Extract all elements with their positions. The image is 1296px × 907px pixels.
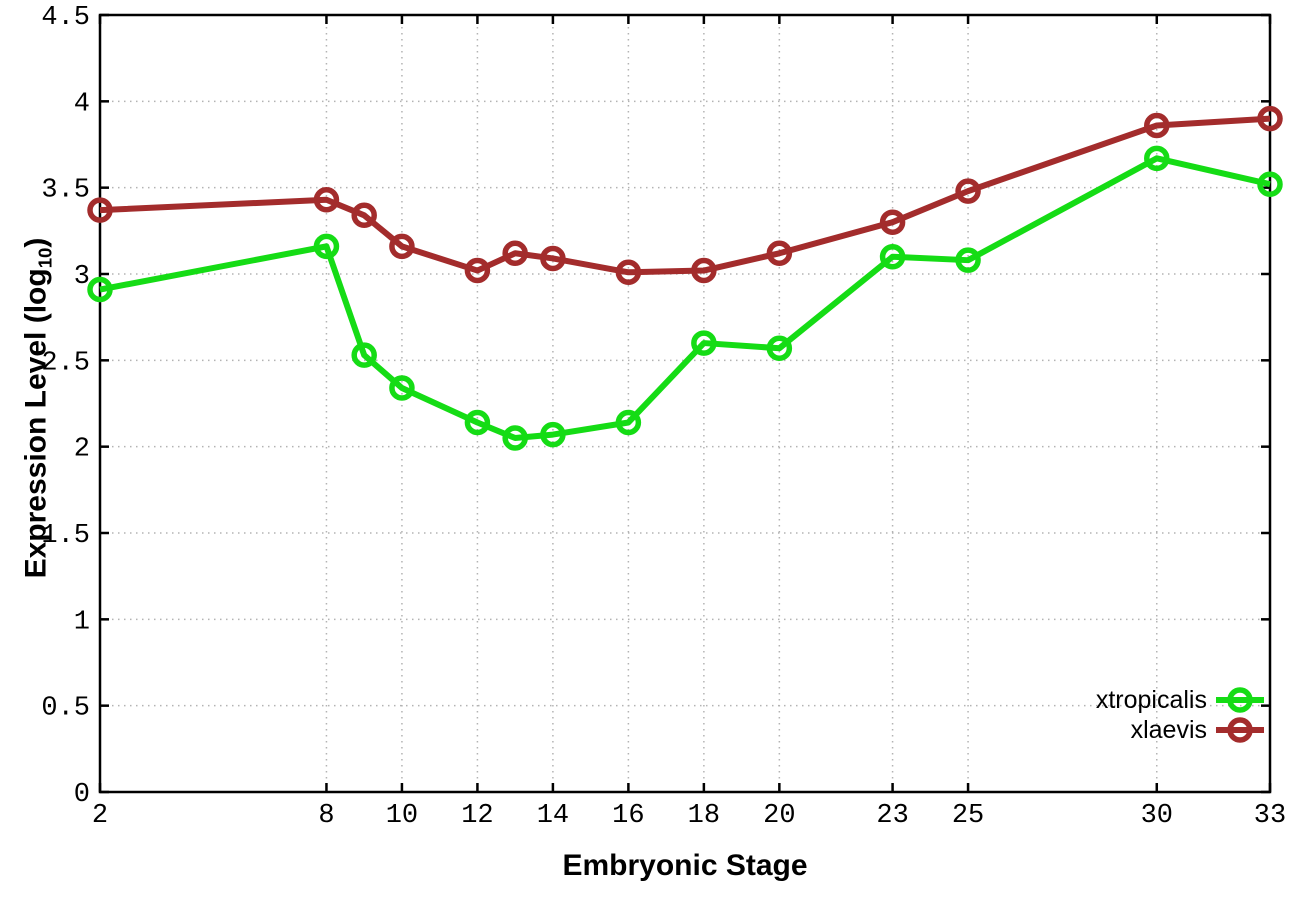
legend-label-xtropicalis: xtropicalis bbox=[1095, 685, 1207, 714]
data-point-marker bbox=[879, 209, 906, 235]
data-point-marker bbox=[879, 243, 906, 270]
x-tick-labels: 2 8 10 12 14 16 18 20 23 25 30 33 bbox=[92, 801, 1286, 831]
data-point-marker bbox=[1144, 112, 1170, 139]
data-point-marker bbox=[691, 257, 717, 284]
y-tick-label: 1.5 bbox=[41, 521, 90, 551]
data-point-marker bbox=[1144, 145, 1170, 172]
x-tick-label: 8 bbox=[318, 801, 334, 831]
y-tick-labels: 0 0.5 1 1.5 2 2.5 3 3.5 4 4.5 bbox=[41, 3, 90, 810]
tick-marks bbox=[98, 13, 1272, 794]
legend: xtropicalis xlaevis bbox=[1096, 685, 1264, 745]
series-line-xlaevis bbox=[99, 115, 1271, 276]
data-point-marker bbox=[313, 187, 340, 213]
x-axis-label: Embryonic Stage bbox=[562, 849, 808, 882]
x-tick-label: 16 bbox=[612, 801, 644, 831]
data-point-marker bbox=[502, 425, 528, 451]
data-point-marker bbox=[389, 375, 415, 401]
y-tick-label: 2 bbox=[74, 435, 90, 465]
y-tick-label: 1 bbox=[74, 607, 90, 637]
x-tick-label: 25 bbox=[952, 801, 984, 831]
x-tick-label: 12 bbox=[461, 801, 493, 831]
data-point-marker bbox=[502, 240, 528, 267]
y-tick-label: 3.5 bbox=[41, 176, 90, 206]
x-tick-label: 18 bbox=[688, 801, 720, 831]
x-tick-label: 33 bbox=[1254, 801, 1286, 831]
data-point-marker bbox=[87, 197, 113, 223]
data-point-marker bbox=[540, 421, 566, 448]
legend-circle-marker bbox=[1227, 717, 1253, 743]
data-point-marker bbox=[87, 276, 113, 303]
y-axis-label-subscript: 10 bbox=[34, 247, 56, 269]
legend-marker-xlaevis bbox=[1216, 717, 1264, 743]
x-tick-label: 20 bbox=[763, 801, 795, 831]
data-point-marker bbox=[955, 178, 981, 204]
x-tick-label: 10 bbox=[386, 801, 418, 831]
y-axis-label: Expression Level (log10) bbox=[20, 238, 57, 579]
y-tick-label: 0 bbox=[74, 780, 90, 810]
data-point-marker bbox=[351, 202, 377, 229]
data-point-marker bbox=[389, 233, 415, 260]
data-point-marker bbox=[1257, 171, 1283, 197]
gridlines bbox=[100, 15, 1270, 792]
data-point-marker bbox=[464, 257, 491, 284]
x-tick-label: 14 bbox=[537, 801, 569, 831]
y-tick-label: 2.5 bbox=[41, 348, 90, 378]
data-point-marker bbox=[540, 245, 566, 272]
x-tick-label: 2 bbox=[92, 801, 108, 831]
data-point-marker bbox=[351, 342, 377, 368]
data-point-marker bbox=[313, 233, 340, 260]
data-point-marker bbox=[615, 409, 642, 436]
legend-entry-xlaevis: xlaevis bbox=[1096, 715, 1264, 745]
series-xtropicalis bbox=[87, 145, 1283, 451]
legend-circle-marker bbox=[1227, 687, 1253, 713]
data-point-marker bbox=[766, 240, 793, 267]
plot-border bbox=[98, 13, 1272, 794]
legend-entry-xtropicalis: xtropicalis bbox=[1096, 685, 1264, 715]
y-axis-label-text: Expression Level (log bbox=[19, 268, 53, 579]
y-tick-label: 3 bbox=[74, 262, 90, 292]
data-point-marker bbox=[691, 330, 717, 356]
legend-marker-xtropicalis bbox=[1216, 687, 1264, 713]
y-tick-label: 0.5 bbox=[41, 694, 90, 724]
data-point-marker bbox=[1257, 105, 1283, 132]
y-axis-label-close: ) bbox=[19, 237, 53, 248]
data-point-marker bbox=[766, 335, 793, 361]
x-tick-label: 23 bbox=[876, 801, 908, 831]
x-tick-label: 30 bbox=[1141, 801, 1173, 831]
y-tick-label: 4.5 bbox=[41, 3, 90, 33]
data-point-marker bbox=[955, 247, 981, 273]
data-point-marker bbox=[464, 409, 491, 436]
legend-label-xlaevis: xlaevis bbox=[1130, 715, 1207, 744]
y-tick-label: 4 bbox=[74, 89, 90, 119]
data-point-marker bbox=[615, 259, 642, 286]
series-xlaevis bbox=[87, 105, 1283, 286]
